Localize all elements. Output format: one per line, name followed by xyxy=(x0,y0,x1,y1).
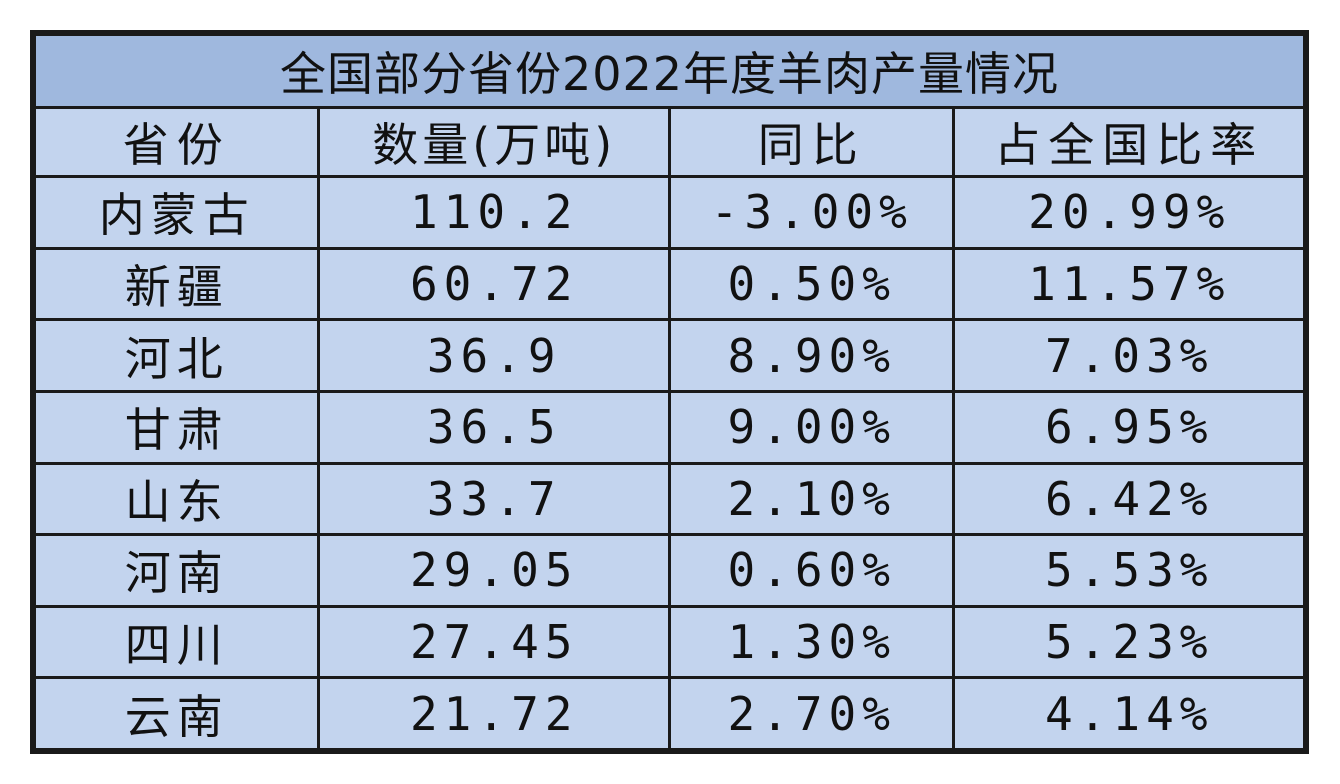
column-header-province: 省份 xyxy=(32,106,321,178)
province-cell: 云南 xyxy=(32,676,321,751)
header-row: 省份 数量(万吨) 同比 占全国比率 xyxy=(32,106,1306,178)
quantity-cell: 33.7 xyxy=(317,461,671,537)
table-row: 甘肃 36.5 9.00% 6.95% xyxy=(32,389,1306,465)
quantity-cell: 36.5 xyxy=(317,389,671,465)
share-cell: 6.95% xyxy=(952,389,1306,465)
yoy-cell: 1.30% xyxy=(667,604,956,680)
column-header-share: 占全国比率 xyxy=(952,106,1306,178)
yoy-cell: 2.10% xyxy=(667,461,956,537)
share-cell: 7.03% xyxy=(952,318,1306,393)
table-row: 内蒙古 110.2 -3.00% 20.99% xyxy=(32,175,1306,250)
production-table: 全国部分省份2022年度羊肉产量情况 省份 数量(万吨) 同比 占全国比率 内蒙… xyxy=(32,33,1306,751)
quantity-cell: 60.72 xyxy=(317,246,671,322)
share-cell: 11.57% xyxy=(952,246,1306,322)
quantity-cell: 110.2 xyxy=(317,175,671,250)
yoy-cell: 8.90% xyxy=(667,318,956,393)
quantity-cell: 27.45 xyxy=(317,604,671,680)
share-cell: 4.14% xyxy=(952,676,1306,751)
province-cell: 新疆 xyxy=(32,246,321,322)
yoy-cell: 2.70% xyxy=(667,676,956,751)
table-row: 四川 27.45 1.30% 5.23% xyxy=(32,604,1306,680)
province-cell: 甘肃 xyxy=(32,389,321,465)
yoy-cell: 9.00% xyxy=(667,389,956,465)
column-header-yoy: 同比 xyxy=(667,106,956,178)
table-title: 全国部分省份2022年度羊肉产量情况 xyxy=(33,33,1306,109)
table-body: 内蒙古 110.2 -3.00% 20.99% 新疆 60.72 0.50% 11.57% 河北… xyxy=(32,175,1306,751)
yoy-cell: 0.50% xyxy=(667,246,956,322)
yoy-cell: 0.60% xyxy=(667,533,956,608)
table-row: 河南 29.05 0.60% 5.53% xyxy=(32,533,1306,608)
table-row: 新疆 60.72 0.50% 11.57% xyxy=(32,246,1306,322)
yoy-cell: -3.00% xyxy=(667,175,956,250)
province-cell: 四川 xyxy=(32,604,321,680)
province-cell: 河北 xyxy=(32,318,321,393)
table-row: 河北 36.9 8.90% 7.03% xyxy=(32,318,1306,393)
column-header-quantity: 数量(万吨) xyxy=(317,106,671,178)
table-row: 山东 33.7 2.10% 6.42% xyxy=(32,461,1306,537)
title-row: 全国部分省份2022年度羊肉产量情况 xyxy=(33,33,1306,109)
quantity-cell: 29.05 xyxy=(317,533,671,608)
share-cell: 5.23% xyxy=(952,604,1306,680)
table-frame: 全国部分省份2022年度羊肉产量情况 省份 数量(万吨) 同比 占全国比率 内蒙… xyxy=(30,30,1309,754)
province-cell: 内蒙古 xyxy=(32,175,321,250)
province-cell: 河南 xyxy=(32,533,321,608)
table-row: 云南 21.72 2.70% 4.14% xyxy=(32,676,1306,751)
province-cell: 山东 xyxy=(32,461,321,537)
quantity-cell: 36.9 xyxy=(317,318,671,393)
share-cell: 5.53% xyxy=(952,533,1306,608)
share-cell: 20.99% xyxy=(952,175,1306,250)
quantity-cell: 21.72 xyxy=(317,676,671,751)
share-cell: 6.42% xyxy=(952,461,1306,537)
